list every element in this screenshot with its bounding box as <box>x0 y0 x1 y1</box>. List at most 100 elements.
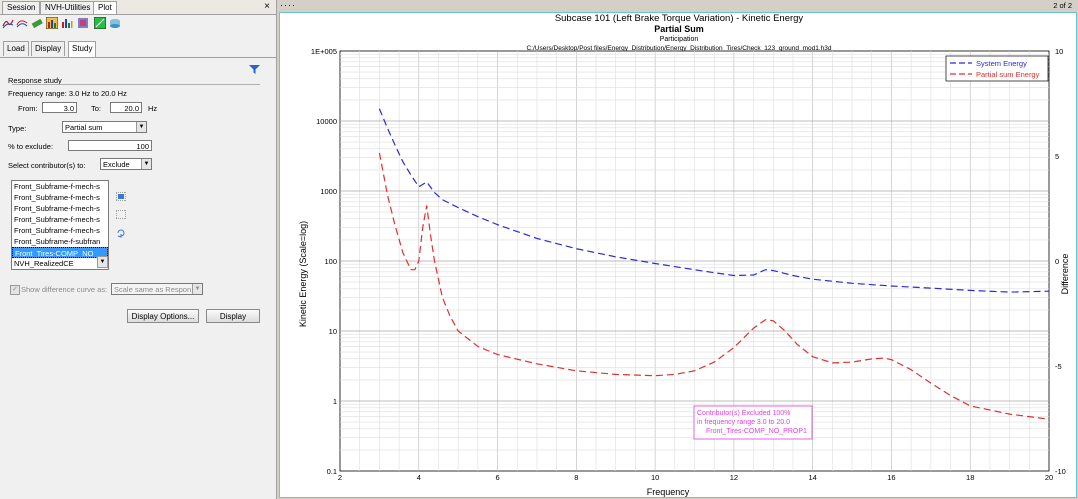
list-item[interactable]: Front_Subframe-f-mech-s <box>14 204 100 213</box>
y-tick-label: 100 <box>324 257 337 266</box>
subtabs-divider <box>0 57 276 58</box>
y-tick-label: 1E+005 <box>311 47 337 56</box>
x-tick-label: 2 <box>338 473 342 482</box>
show-difference-checkbox[interactable]: ✓ <box>10 285 20 295</box>
list-scroll-down-icon[interactable]: ▼ <box>97 256 108 268</box>
y-tick-label: 1 <box>333 397 337 406</box>
tab-display[interactable]: Display <box>31 41 66 56</box>
contributors-list[interactable]: Front_Subframe-f-mech-s Front_Subframe-f… <box>11 180 109 270</box>
chevron-down-icon: ▼ <box>141 159 151 169</box>
annotation-line: Front_Tires-COMP_NO_PROP1 <box>706 428 807 435</box>
bar-chart-icon[interactable] <box>61 17 73 29</box>
tab-load[interactable]: Load <box>3 41 29 56</box>
annotation-line: Contributor(s) Excluded 100% <box>697 410 790 417</box>
list-item[interactable]: Front_Subframe-f-mech-s <box>14 215 100 224</box>
legend-box <box>945 55 1049 82</box>
type-value: Partial sum <box>65 123 103 132</box>
from-field[interactable]: 3.0 <box>42 102 77 113</box>
splitter-handle[interactable]: ···· <box>280 0 296 10</box>
y-tick-label: 10 <box>329 327 337 336</box>
display-options-button[interactable]: Display Options... <box>127 309 199 323</box>
multi-curve-icon[interactable] <box>16 17 28 29</box>
x-tick-label: 14 <box>808 473 816 482</box>
list-item[interactable]: Front_Subframe-f-subfran <box>14 237 101 246</box>
series-line-partial-sum-energy <box>378 152 1050 420</box>
x-tick-label: 8 <box>574 473 578 482</box>
from-label: From: <box>18 104 38 113</box>
reverse-selection-icon[interactable] <box>116 228 126 238</box>
tab-session[interactable]: Session <box>2 1 41 14</box>
to-field[interactable]: 20.0 <box>110 102 142 113</box>
select-all-icon[interactable] <box>116 192 126 201</box>
chart-title: Subcase 101 (Left Brake Torque Variation… <box>555 13 804 24</box>
chart-subtitle: Partial Sum <box>654 24 704 34</box>
list-item[interactable]: Front_Subframe-f-mech-s <box>14 182 100 191</box>
y2-tick-label: 10 <box>1055 47 1063 56</box>
annotation-line: in frequency range 3.0 to 20.0 <box>697 419 790 426</box>
x-tick-label: 12 <box>730 473 738 482</box>
y-tick-label: 10000 <box>316 117 337 126</box>
response-study-heading: Response study <box>8 76 62 85</box>
y-tick-label: 1000 <box>320 187 337 196</box>
x-tick-label: 6 <box>495 473 499 482</box>
x-tick-label: 20 <box>1045 473 1053 482</box>
list-item[interactable]: Front_Subframe-f-mech-s <box>14 193 100 202</box>
x-tick-label: 16 <box>887 473 895 482</box>
y2-tick-label: -10 <box>1055 467 1066 476</box>
annotation-rect <box>693 405 813 440</box>
toolbar <box>0 15 276 33</box>
hz-label: Hz <box>148 104 158 113</box>
page-indicator: 2 of 2 <box>1053 1 1072 10</box>
x-axis-label: Frequency <box>647 487 690 497</box>
grid <box>339 50 1050 472</box>
chart-participation-label: Participation <box>660 36 699 43</box>
energy-green-icon[interactable] <box>94 17 106 29</box>
energy-icon[interactable] <box>46 17 58 29</box>
series-line-system-energy <box>378 108 1050 293</box>
cylinder-icon[interactable] <box>109 17 121 29</box>
frequency-range-text: Frequency range: 3.0 Hz to 20.0 Hz <box>8 89 127 98</box>
exclude-label: % to exclude: <box>8 142 54 151</box>
tick-labels: 2 4 6 8 10 12 14 16 18 200.11101001000100001E+005… <box>311 47 1066 482</box>
energy-chart[interactable]: Subcase 101 (Left Brake Torque Variation… <box>280 13 1076 497</box>
y-tick-label: 0.1 <box>327 467 337 476</box>
select-mode-value: Exclude <box>103 160 130 169</box>
difference-scale-value: Scale same as Respon <box>114 285 192 294</box>
list-item[interactable]: Front_Subframe-f-mech-s <box>14 226 100 235</box>
list-item-selected[interactable]: Front_Tires-COMP_NO_ <box>12 247 108 258</box>
series-lines <box>378 108 1050 420</box>
x-tick-label: 4 <box>417 473 421 482</box>
type-dropdown[interactable]: Partial sum ▼ <box>62 121 147 133</box>
plot-window[interactable]: Subcase 101 (Left Brake Torque Variation… <box>279 12 1077 498</box>
x-tick-label: 10 <box>651 473 659 482</box>
y2-tick-label: 0 <box>1055 257 1059 266</box>
y-axis-label: Kinetic Energy (Scale=log) <box>298 221 308 327</box>
left-panel: Session NVH-Utilities Plot × Load Displa… <box>0 0 277 499</box>
chevron-down-icon: ▼ <box>192 284 202 294</box>
legend-entry: Partial sum Energy <box>976 70 1040 79</box>
legend-entry: System Energy <box>976 59 1027 68</box>
list-item[interactable]: NVH_RealizedCE <box>14 259 74 268</box>
select-contributors-label: Select contributor(s) to: <box>8 161 86 170</box>
show-difference-label: Show difference curve as: <box>21 285 108 294</box>
to-label: To: <box>91 104 102 113</box>
annotation-box: Contributor(s) Excluded 100% in frequency… <box>693 405 813 440</box>
y2-tick-label: -5 <box>1055 362 1062 371</box>
tab-study[interactable]: Study <box>68 41 97 57</box>
nvh-icon[interactable] <box>77 17 89 29</box>
deselect-icon[interactable] <box>116 210 126 219</box>
filter-icon[interactable] <box>249 65 260 74</box>
tab-nvh-utilities[interactable]: NVH-Utilities <box>40 1 96 14</box>
close-icon[interactable]: × <box>264 1 270 12</box>
select-mode-dropdown[interactable]: Exclude ▼ <box>100 158 152 170</box>
y2-tick-label: 5 <box>1055 152 1059 161</box>
curve-icon[interactable] <box>2 17 14 29</box>
tab-plot[interactable]: Plot <box>93 1 117 14</box>
x-tick-label: 18 <box>966 473 974 482</box>
y2-axis-label: Difference <box>1060 254 1070 295</box>
eraser-icon[interactable] <box>31 17 43 29</box>
divider <box>12 84 260 85</box>
exclude-field[interactable]: 100 <box>68 140 152 151</box>
difference-scale-dropdown[interactable]: Scale same as Respon ▼ <box>111 283 203 295</box>
display-button[interactable]: Display <box>206 309 260 323</box>
